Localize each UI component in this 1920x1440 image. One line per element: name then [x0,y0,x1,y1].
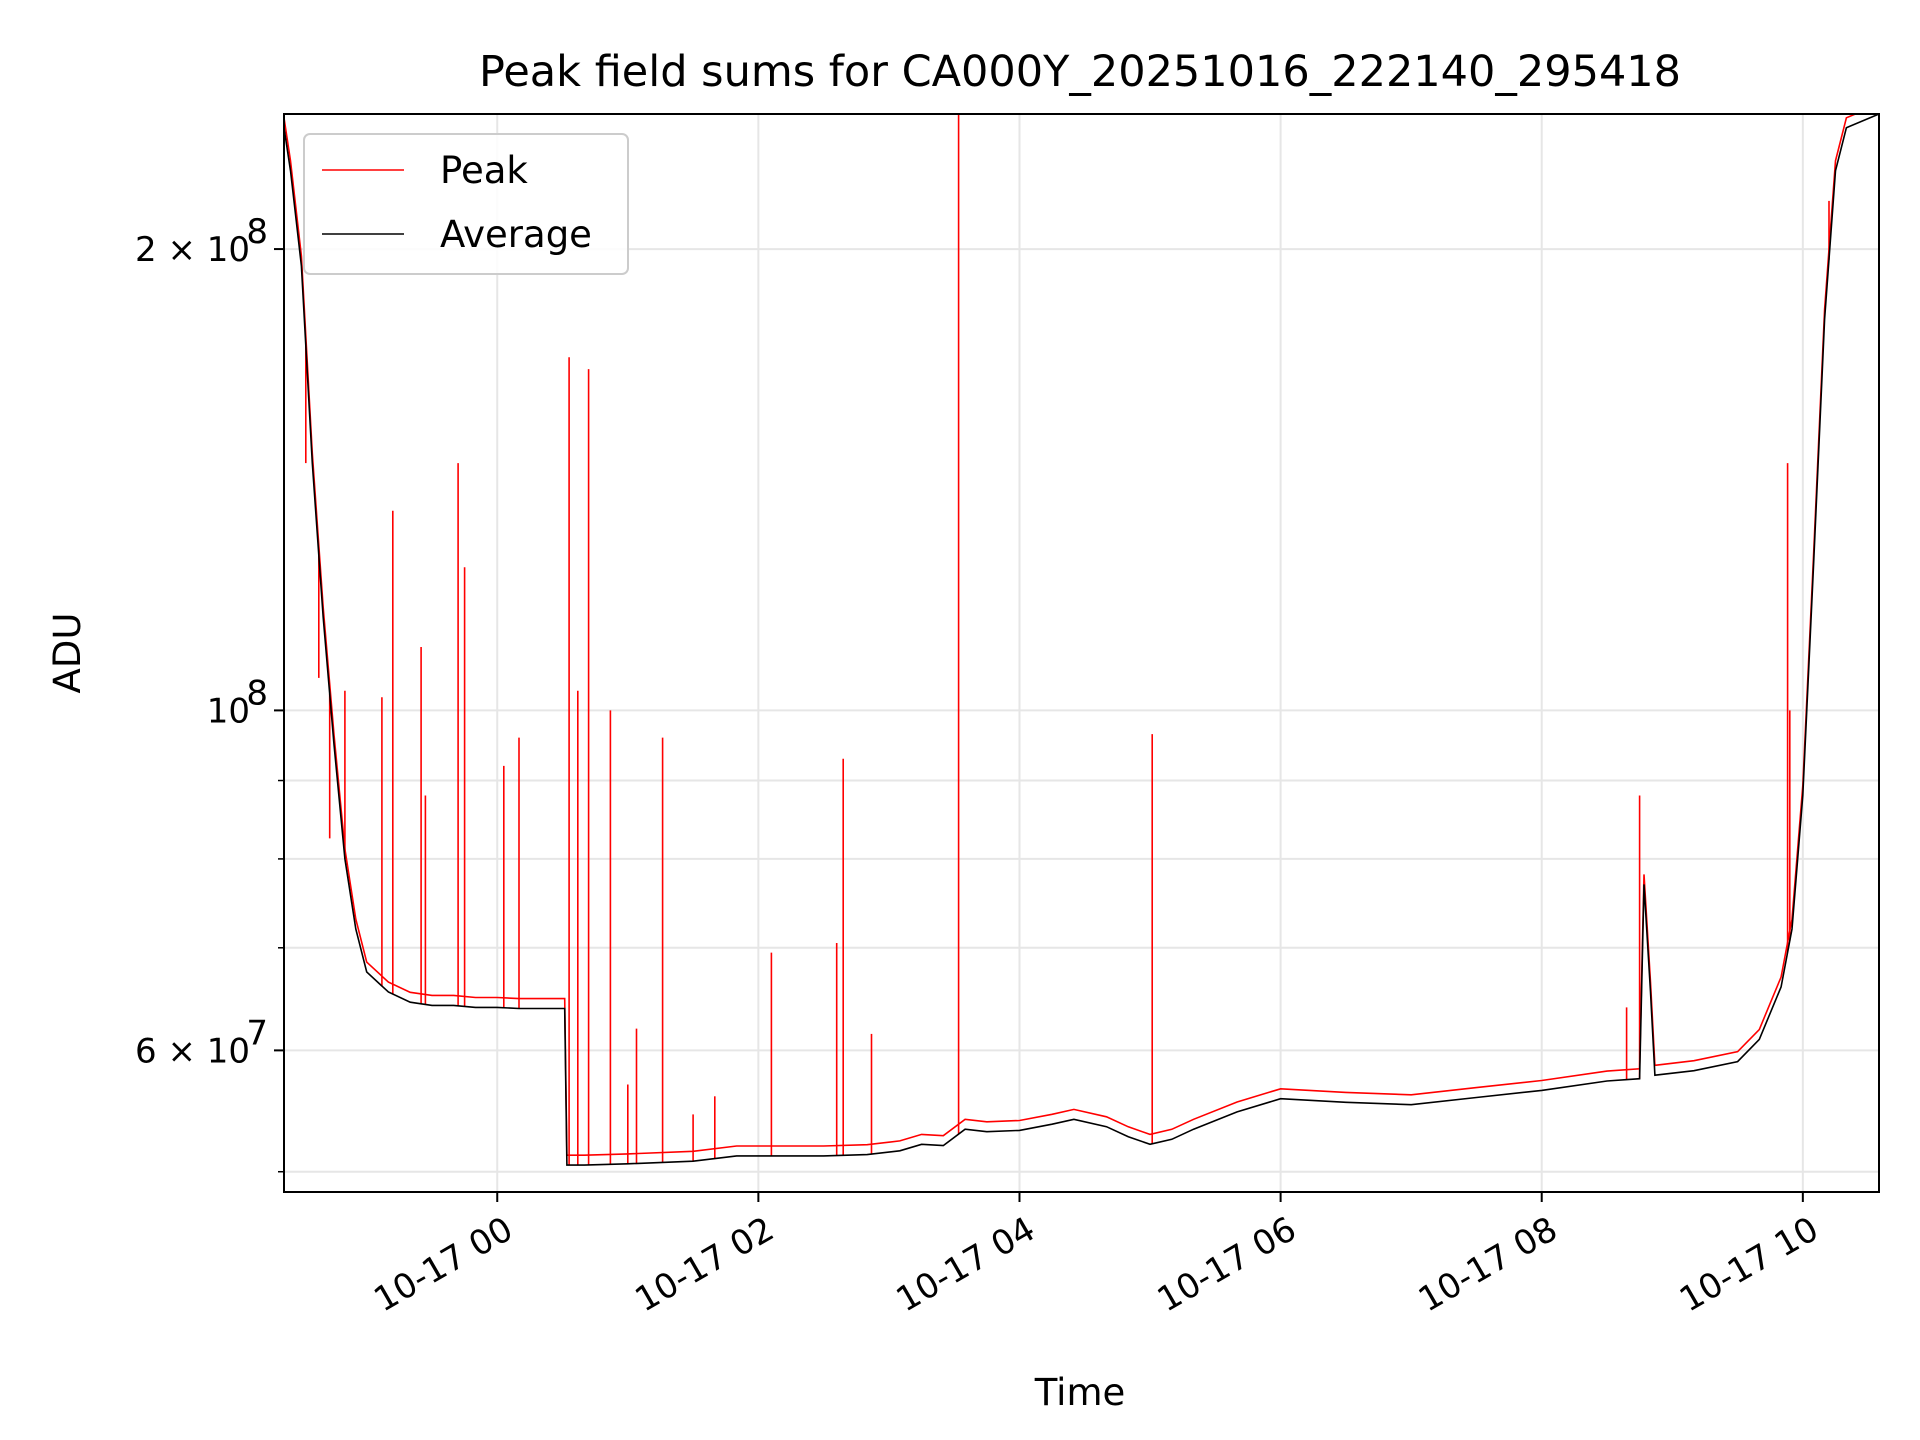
x-tick-label: 10-17 08 [1412,1209,1564,1320]
x-tick-label: 10-17 06 [1151,1209,1303,1320]
legend-peak-label: Peak [440,149,528,192]
legend-average-label: Average [440,213,592,256]
average-series-line [284,114,1879,1166]
legend: Peak Average [303,133,629,275]
y-axis-label: ADU [46,613,89,694]
plot-area [284,114,1879,1166]
x-tick-label: 10-17 10 [1673,1209,1825,1320]
y-tick-exponent: 8 [246,212,268,252]
x-tick-label: 10-17 02 [628,1209,780,1320]
grid [284,114,1879,1192]
x-tick-label: 10-17 04 [890,1209,1042,1320]
plot-frame [283,113,1880,1193]
x-axis: 10-17 00 10-17 02 10-17 04 10-17 06 10-17 08… [367,1192,1825,1320]
y-tick-label: 10 [207,691,250,731]
y-tick-label: 6 × 10 [135,1031,250,1071]
peak-series-line [284,114,1858,1156]
y-tick-exponent: 8 [246,673,268,713]
y-tick-label: 2 × 10 [135,230,250,270]
x-axis-label: Time [1034,1371,1126,1414]
chart-title: Peak field sums for CA000Y_20251016_2221… [479,47,1681,97]
y-tick-exponent: 7 [246,1013,268,1053]
legend-box [303,133,629,275]
x-tick-label: 10-17 00 [367,1209,519,1320]
